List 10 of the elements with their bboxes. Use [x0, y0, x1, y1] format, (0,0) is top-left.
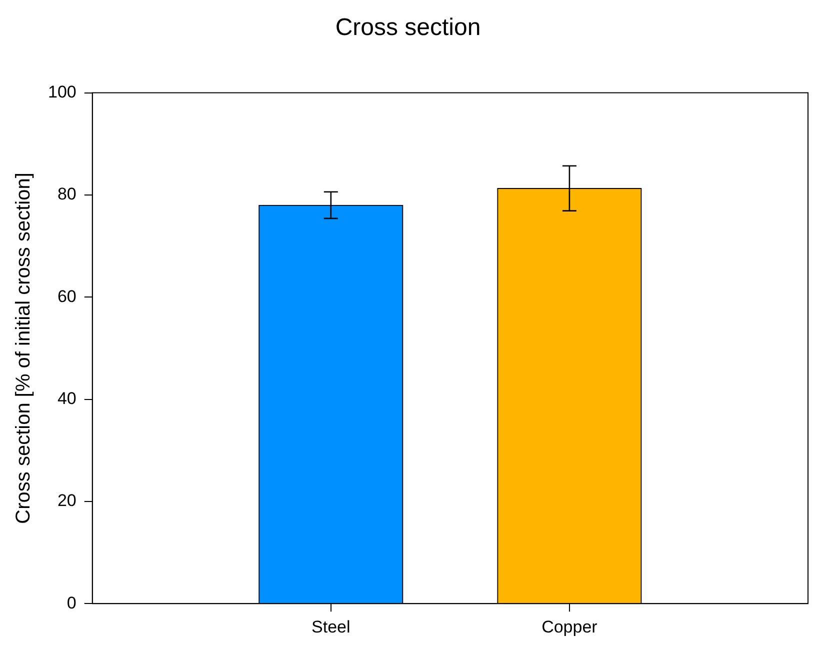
y-tick-label: 60 — [57, 286, 76, 306]
chart-title: Cross section — [335, 14, 481, 42]
y-tick-label: 40 — [57, 388, 76, 408]
y-tick-label: 100 — [48, 82, 76, 102]
y-tick-label: 0 — [66, 593, 76, 612]
y-tick-label: 80 — [57, 184, 76, 204]
y-axis-title: Cross section [% of initial cross section] — [12, 172, 35, 524]
x-tick-label: Copper — [542, 617, 598, 636]
y-tick-label: 20 — [57, 491, 76, 510]
x-tick-label: Steel — [312, 617, 350, 636]
